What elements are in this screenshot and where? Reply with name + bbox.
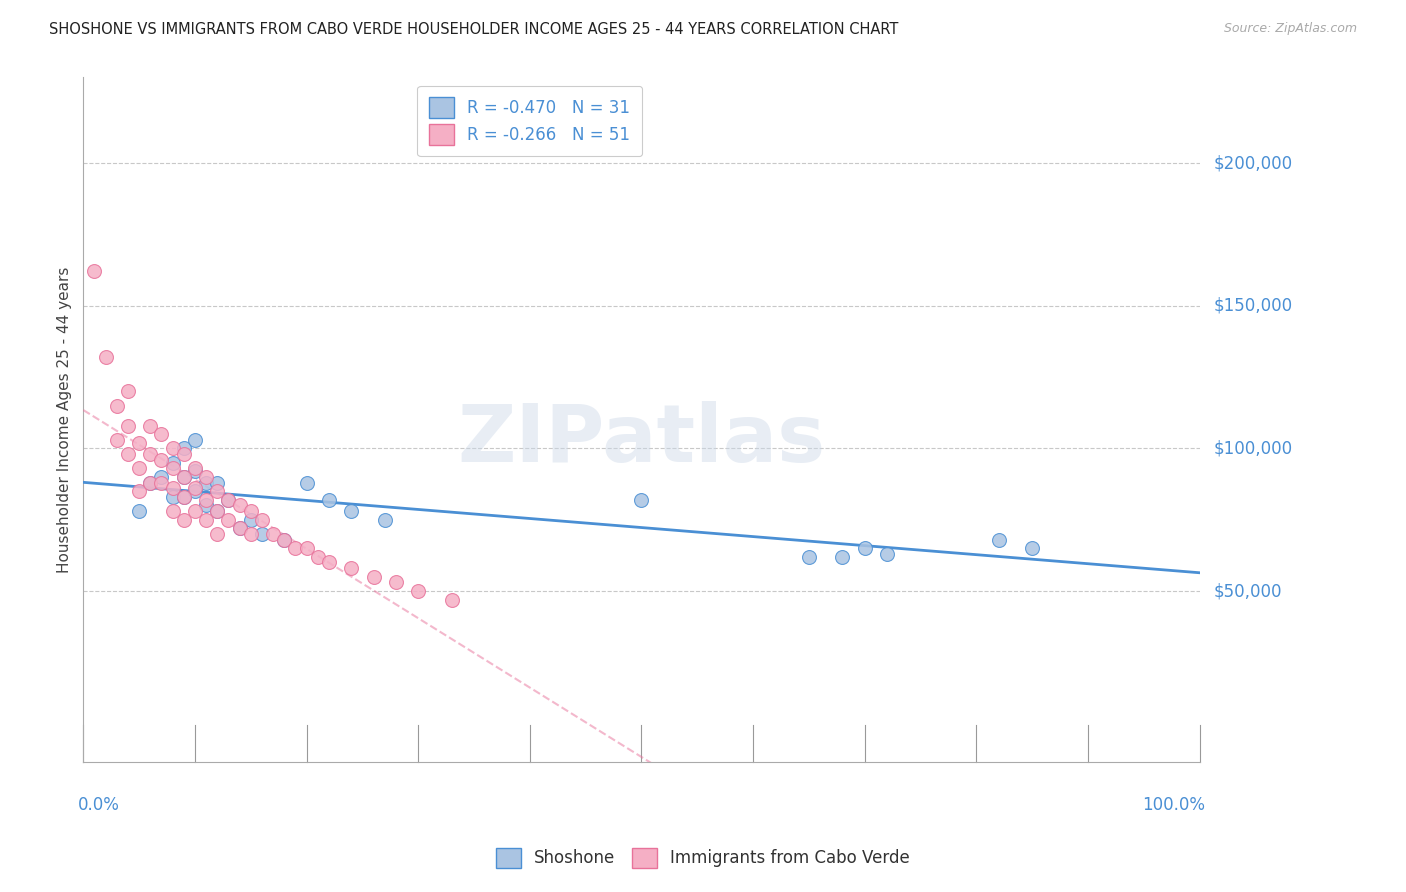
Point	[318, 556, 340, 570]
Point	[239, 527, 262, 541]
Point	[207, 527, 229, 541]
Point	[173, 513, 195, 527]
Point	[228, 521, 250, 535]
Point	[239, 513, 262, 527]
Point	[831, 549, 853, 564]
Text: $50,000: $50,000	[1213, 582, 1282, 600]
Point	[385, 575, 408, 590]
Point	[173, 490, 195, 504]
Legend: R = -0.470   N = 31, R = -0.266   N = 51: R = -0.470 N = 31, R = -0.266 N = 51	[418, 86, 643, 156]
Point	[162, 461, 184, 475]
Point	[117, 384, 139, 399]
Point	[150, 427, 173, 442]
Point	[195, 475, 218, 490]
Point	[184, 484, 207, 499]
Point	[128, 504, 150, 518]
Point	[207, 504, 229, 518]
Point	[184, 433, 207, 447]
Point	[162, 442, 184, 456]
Point	[195, 492, 218, 507]
Point	[173, 447, 195, 461]
Text: SHOSHONE VS IMMIGRANTS FROM CABO VERDE HOUSEHOLDER INCOME AGES 25 - 44 YEARS COR: SHOSHONE VS IMMIGRANTS FROM CABO VERDE H…	[49, 22, 898, 37]
Point	[363, 570, 385, 584]
Point	[105, 399, 128, 413]
Point	[987, 533, 1010, 547]
Point	[307, 549, 329, 564]
Text: $200,000: $200,000	[1213, 154, 1292, 172]
Point	[406, 584, 429, 599]
Point	[162, 456, 184, 470]
Point	[117, 418, 139, 433]
Point	[876, 547, 898, 561]
Point	[173, 470, 195, 484]
Point	[284, 541, 307, 556]
Point	[150, 452, 173, 467]
Point	[173, 442, 195, 456]
Point	[440, 592, 463, 607]
Point	[797, 549, 820, 564]
Text: 0.0%: 0.0%	[77, 797, 120, 814]
Point	[94, 350, 117, 364]
Text: Source: ZipAtlas.com: Source: ZipAtlas.com	[1223, 22, 1357, 36]
Point	[217, 492, 239, 507]
Point	[340, 504, 363, 518]
Point	[105, 433, 128, 447]
Point	[139, 475, 162, 490]
Point	[117, 447, 139, 461]
Point	[295, 541, 318, 556]
Point	[173, 470, 195, 484]
Point	[184, 481, 207, 495]
Point	[128, 435, 150, 450]
Point	[139, 447, 162, 461]
Point	[318, 492, 340, 507]
Point	[262, 527, 284, 541]
Point	[228, 521, 250, 535]
Point	[195, 499, 218, 513]
Point	[250, 513, 273, 527]
Point	[853, 541, 876, 556]
Point	[173, 490, 195, 504]
Text: $100,000: $100,000	[1213, 440, 1292, 458]
Point	[184, 464, 207, 478]
Point	[184, 504, 207, 518]
Point	[295, 475, 318, 490]
Point	[273, 533, 295, 547]
Point	[217, 513, 239, 527]
Point	[162, 490, 184, 504]
Point	[217, 492, 239, 507]
Point	[184, 461, 207, 475]
Y-axis label: Householder Income Ages 25 - 44 years: Householder Income Ages 25 - 44 years	[58, 267, 72, 573]
Text: ZIPatlas: ZIPatlas	[457, 401, 825, 479]
Point	[250, 527, 273, 541]
Point	[128, 461, 150, 475]
Point	[207, 475, 229, 490]
Point	[150, 475, 173, 490]
Point	[139, 418, 162, 433]
Point	[630, 492, 652, 507]
Point	[1021, 541, 1043, 556]
Point	[128, 484, 150, 499]
Point	[273, 533, 295, 547]
Point	[207, 484, 229, 499]
Point	[83, 264, 105, 278]
Text: $150,000: $150,000	[1213, 297, 1292, 315]
Text: 100.0%: 100.0%	[1142, 797, 1205, 814]
Point	[150, 470, 173, 484]
Legend: Shoshone, Immigrants from Cabo Verde: Shoshone, Immigrants from Cabo Verde	[489, 841, 917, 875]
Point	[207, 504, 229, 518]
Point	[195, 470, 218, 484]
Point	[195, 513, 218, 527]
Point	[239, 504, 262, 518]
Point	[228, 499, 250, 513]
Point	[162, 481, 184, 495]
Point	[374, 513, 396, 527]
Point	[162, 504, 184, 518]
Point	[139, 475, 162, 490]
Point	[340, 561, 363, 575]
